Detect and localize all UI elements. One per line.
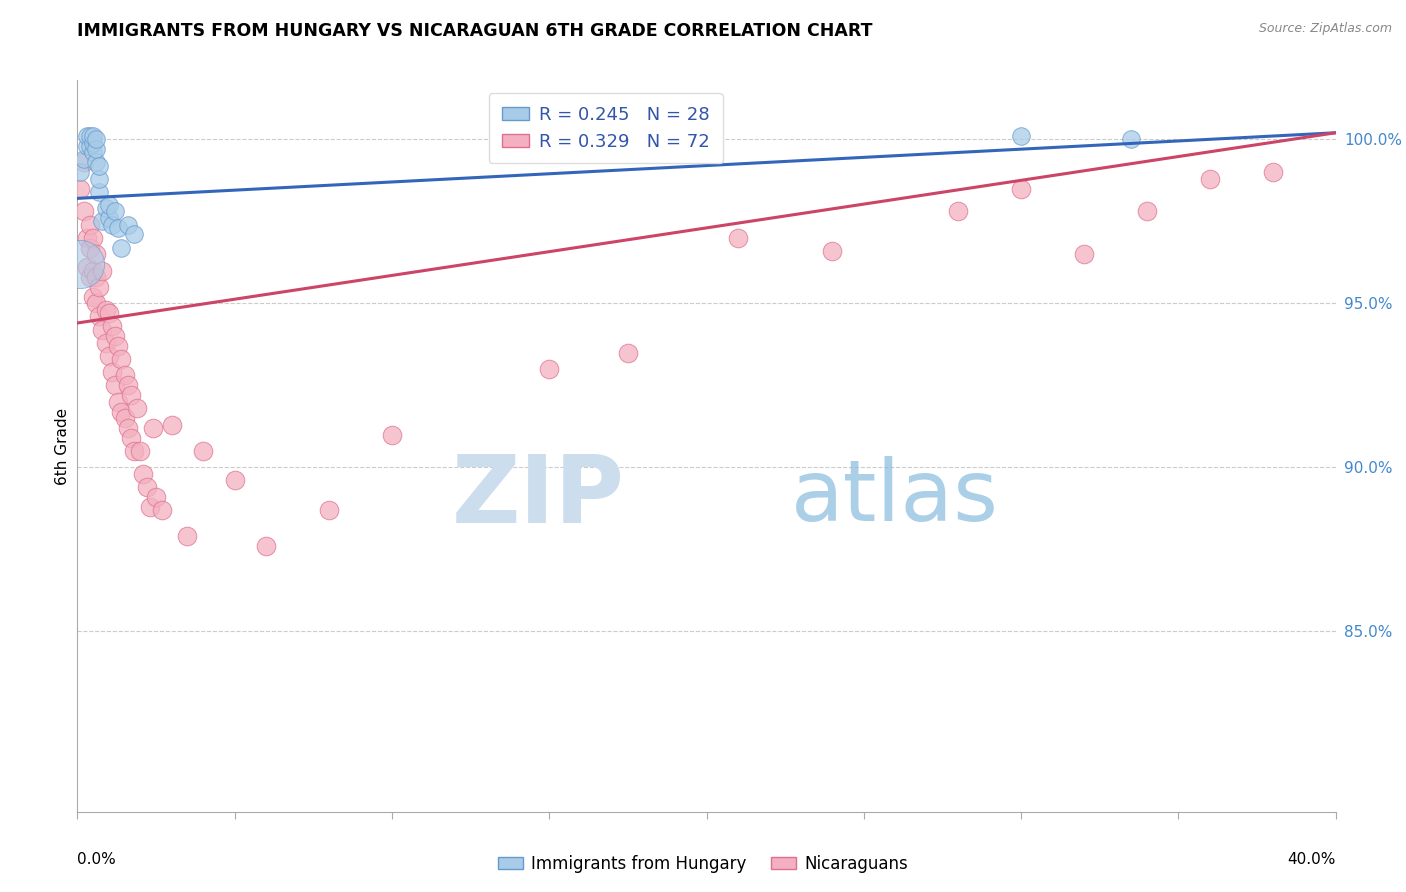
Legend: R = 0.245   N = 28, R = 0.329   N = 72: R = 0.245 N = 28, R = 0.329 N = 72: [489, 93, 723, 163]
Point: [94, 201, 117, 215]
Point: [97, 349, 120, 363]
Point: [91, 322, 114, 336]
Point: [1121, 132, 1143, 146]
Point: [117, 421, 139, 435]
Point: [79, 139, 101, 153]
Point: [79, 218, 101, 232]
Point: [84, 155, 107, 169]
Point: [318, 503, 340, 517]
Point: [191, 444, 215, 458]
Point: [69, 257, 91, 271]
Text: Source: ZipAtlas.com: Source: ZipAtlas.com: [1258, 22, 1392, 36]
Point: [1010, 129, 1032, 144]
Point: [91, 214, 114, 228]
Point: [82, 263, 104, 277]
Point: [138, 500, 160, 514]
Point: [84, 247, 107, 261]
Point: [1073, 247, 1095, 261]
Point: [110, 241, 132, 255]
Point: [176, 529, 198, 543]
Point: [254, 539, 277, 553]
Point: [120, 388, 142, 402]
Point: [142, 421, 165, 435]
Point: [117, 378, 139, 392]
Point: [110, 404, 132, 418]
Point: [101, 365, 124, 379]
Point: [1136, 204, 1159, 219]
Point: [76, 260, 98, 275]
Point: [120, 431, 142, 445]
Point: [1261, 165, 1284, 179]
Y-axis label: 6th Grade: 6th Grade: [55, 408, 70, 484]
Point: [89, 171, 111, 186]
Point: [110, 352, 132, 367]
Point: [69, 181, 91, 195]
Point: [82, 129, 104, 144]
Point: [101, 319, 124, 334]
Point: [150, 503, 173, 517]
Text: atlas: atlas: [792, 456, 1000, 539]
Point: [94, 302, 117, 317]
Point: [617, 345, 640, 359]
Point: [104, 204, 127, 219]
Point: [101, 218, 124, 232]
Point: [82, 136, 104, 150]
Text: ZIP: ZIP: [451, 451, 624, 543]
Point: [107, 339, 129, 353]
Point: [89, 185, 111, 199]
Point: [84, 270, 107, 285]
Point: [107, 394, 129, 409]
Point: [135, 480, 157, 494]
Point: [79, 270, 101, 285]
Point: [107, 220, 129, 235]
Point: [97, 211, 120, 225]
Point: [84, 132, 107, 146]
Text: 40.0%: 40.0%: [1288, 852, 1336, 867]
Point: [122, 444, 145, 458]
Point: [145, 490, 167, 504]
Point: [89, 280, 111, 294]
Point: [82, 145, 104, 160]
Point: [114, 368, 136, 383]
Point: [129, 444, 152, 458]
Point: [97, 198, 120, 212]
Point: [1010, 181, 1032, 195]
Point: [117, 218, 139, 232]
Point: [160, 417, 183, 432]
Text: IMMIGRANTS FROM HUNGARY VS NICARAGUAN 6TH GRADE CORRELATION CHART: IMMIGRANTS FROM HUNGARY VS NICARAGUAN 6T…: [77, 22, 873, 40]
Point: [82, 231, 104, 245]
Point: [948, 204, 970, 219]
Point: [72, 204, 94, 219]
Point: [1199, 171, 1222, 186]
Point: [114, 411, 136, 425]
Point: [132, 467, 155, 481]
Point: [104, 378, 127, 392]
Point: [538, 362, 561, 376]
Point: [84, 142, 107, 156]
Point: [821, 244, 844, 258]
Point: [97, 306, 120, 320]
Point: [76, 129, 98, 144]
Point: [72, 155, 94, 169]
Point: [79, 129, 101, 144]
Text: 0.0%: 0.0%: [77, 852, 117, 867]
Point: [104, 329, 127, 343]
Point: [84, 296, 107, 310]
Point: [76, 231, 98, 245]
Point: [76, 139, 98, 153]
Point: [381, 427, 404, 442]
Point: [79, 241, 101, 255]
Point: [69, 165, 91, 179]
Point: [82, 290, 104, 304]
Point: [89, 310, 111, 324]
Point: [122, 227, 145, 242]
Point: [72, 152, 94, 166]
Point: [224, 474, 246, 488]
Legend: Immigrants from Hungary, Nicaraguans: Immigrants from Hungary, Nicaraguans: [491, 848, 915, 880]
Point: [94, 335, 117, 350]
Point: [89, 159, 111, 173]
Point: [127, 401, 149, 416]
Point: [91, 263, 114, 277]
Point: [727, 231, 749, 245]
